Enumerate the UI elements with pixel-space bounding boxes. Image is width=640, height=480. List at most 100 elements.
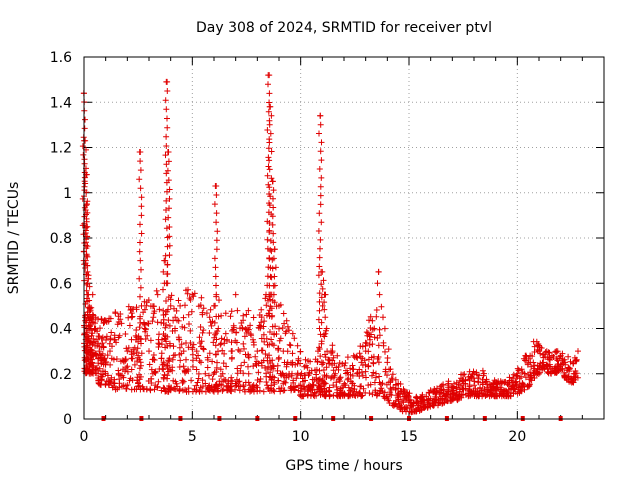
- srmtid-point: [240, 370, 247, 377]
- srmtid-point: [297, 348, 304, 355]
- srmtid-peak-point: [167, 302, 174, 309]
- srmtid-point: [354, 369, 361, 376]
- srmtid-spike-point: [83, 252, 90, 259]
- x-tick-label: 0: [80, 429, 89, 445]
- srmtid-point: [250, 387, 257, 394]
- srmtid-point: [271, 299, 278, 306]
- srmtid-peak-point: [557, 352, 564, 359]
- srmtid-point: [98, 335, 105, 342]
- srmtid-spike-point: [162, 252, 169, 259]
- srmtid-spike-point: [165, 214, 172, 221]
- srmtid-point: [83, 287, 90, 294]
- srmtid-point: [172, 378, 179, 385]
- srmtid-spike-point: [266, 166, 273, 173]
- srmtid-spike-point: [211, 201, 218, 208]
- srmtid-point: [99, 334, 106, 341]
- x-tick-label: 10: [292, 429, 310, 445]
- srmtid-spike-point: [316, 210, 323, 217]
- srmtid-peak-point: [505, 382, 512, 389]
- srmtid-spike-point: [321, 306, 328, 313]
- srmtid-point: [541, 351, 548, 358]
- srmtid-peak-point: [86, 314, 93, 321]
- srmtid-point: [223, 363, 230, 370]
- srmtid-point: [334, 352, 341, 359]
- srmtid-spike-point: [137, 284, 144, 291]
- srmtid-point: [229, 327, 236, 334]
- srmtid-point: [112, 310, 119, 317]
- srmtid-point: [302, 356, 309, 363]
- srmtid-spike-point: [163, 133, 170, 140]
- srmtid-peak-point: [336, 375, 343, 382]
- srmtid-point: [376, 373, 383, 380]
- srmtid-point: [330, 354, 337, 361]
- srmtid-spike-point: [138, 212, 145, 219]
- x-axis-label: GPS time / hours: [285, 458, 402, 474]
- srmtid-point: [345, 393, 352, 400]
- srmtid-point: [220, 378, 226, 385]
- y-tick-label: 0.8: [50, 231, 72, 247]
- srmtid-point: [211, 319, 218, 326]
- srmtid-spike-point: [212, 264, 219, 271]
- srmtid-point: [441, 392, 448, 399]
- srmtid-spike-point: [318, 281, 325, 288]
- srmtid-point: [554, 368, 561, 375]
- srmtid-point: [116, 332, 123, 339]
- srmtid-point: [263, 302, 270, 309]
- srmtid-point: [155, 340, 162, 347]
- srmtid-spike-point: [164, 88, 171, 94]
- srmtid-spike-point: [84, 253, 91, 260]
- srmtid-point: [147, 337, 154, 344]
- srmtid-point: [194, 379, 201, 386]
- srmtid-point: [256, 387, 263, 394]
- srmtid-point: [273, 331, 280, 337]
- srmtid-spike-point: [268, 112, 275, 119]
- srmtid-point: [271, 388, 278, 395]
- srmtid-spike-point: [214, 228, 221, 235]
- srmtid-peak-point: [111, 336, 118, 343]
- srmtid-spike-point: [266, 90, 273, 97]
- srmtid-point: [378, 303, 385, 310]
- srmtid-point: [228, 339, 235, 346]
- srmtid-point: [212, 351, 219, 358]
- srmtid-peak-point: [562, 359, 568, 366]
- srmtid-point: [138, 362, 144, 369]
- srmtid-peak-point: [497, 384, 503, 391]
- srmtid-spike-point: [166, 252, 173, 259]
- srmtid-peak-point: [107, 348, 113, 355]
- srmtid-point: [258, 306, 265, 313]
- srmtid-point: [545, 349, 552, 356]
- srmtid-point: [204, 364, 211, 371]
- srmtid-point: [291, 384, 298, 391]
- srmtid-peak-point: [510, 375, 516, 382]
- srmtid-point: [275, 346, 282, 353]
- srmtid-point: [143, 299, 150, 306]
- srmtid-spike-point: [269, 213, 276, 220]
- srmtid-point: [565, 374, 572, 381]
- srmtid-peak-point: [96, 348, 103, 355]
- srmtid-spike-point: [164, 115, 170, 122]
- y-tick-label: 0: [63, 412, 72, 428]
- srmtid-peak-point: [566, 366, 573, 373]
- srmtid-point: [286, 341, 293, 348]
- srmtid-peak-point: [544, 366, 551, 373]
- srmtid-peak-point: [289, 370, 295, 377]
- srmtid-peak-point: [284, 359, 291, 366]
- srmtid-point: [350, 388, 357, 395]
- srmtid-point: [220, 386, 227, 393]
- srmtid-point: [507, 392, 514, 399]
- srmtid-point: [103, 333, 110, 340]
- srmtid-spike-point: [138, 230, 145, 237]
- srmtid-spike-point: [136, 275, 143, 282]
- srmtid-point: [285, 373, 292, 380]
- srmtid-spike-point: [86, 283, 93, 290]
- srmtid-point: [402, 404, 409, 411]
- srmtid-point: [240, 340, 247, 347]
- srmtid-point: [137, 373, 144, 380]
- srmtid-point: [176, 344, 183, 351]
- srmtid-point: [369, 341, 376, 348]
- srmtid-peak-point: [85, 275, 92, 282]
- srmtid-spike-point: [138, 194, 145, 201]
- srmtid-peak-point: [445, 382, 451, 389]
- srmtid-point: [172, 352, 179, 358]
- srmtid-spike-point: [316, 325, 323, 332]
